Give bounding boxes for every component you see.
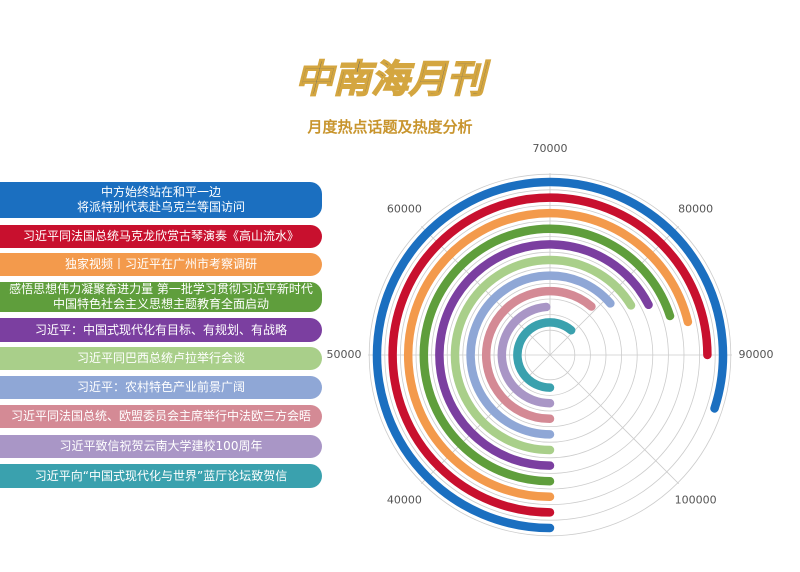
- bar: [388, 193, 712, 517]
- legend-item: 习近平同巴西总统卢拉举行会谈: [0, 347, 322, 370]
- tick-label: 40000: [387, 494, 422, 507]
- bar: [419, 224, 675, 486]
- tick-label: 100000: [675, 494, 717, 507]
- legend-item: 习近平同法国总统、欧盟委员会主席举行中法欧三方会晤: [0, 405, 322, 428]
- tick-label: 80000: [678, 202, 713, 215]
- chart-title: 中南海月刊: [295, 57, 491, 101]
- bar: [450, 255, 636, 455]
- bar: [513, 318, 576, 392]
- chart-subtitle: 月度热点话题及热度分析: [306, 118, 472, 136]
- bar: [481, 286, 596, 424]
- tick-label: 90000: [739, 348, 774, 361]
- bar: [466, 271, 615, 439]
- legend-item: 习近平：中国式现代化有目标、有规划、有战略: [0, 318, 322, 342]
- bar: [372, 177, 728, 533]
- grid-line: [549, 354, 679, 484]
- tick-label: 50000: [327, 348, 362, 361]
- legend-item: 习近平致信祝贺云南大学建校100周年: [0, 435, 322, 458]
- tick-label: 60000: [387, 202, 422, 215]
- tick-label: 70000: [533, 142, 568, 155]
- bar: [435, 240, 653, 470]
- bar: [497, 302, 555, 408]
- legend-item: 习近平同法国总统马克龙欣赏古琴演奏《高山流水》: [0, 225, 322, 248]
- legend-item: 习近平：农村特色产业前景广阔: [0, 376, 322, 399]
- legend-item: 感悟思想伟力凝聚奋进力量 第一批学习贯彻习近平新时代 中国特色社会主义思想主题教…: [0, 282, 322, 312]
- bar: [404, 208, 693, 502]
- legend-item: 习近平向“中国式现代化与世界”蓝厅论坛致贺信: [0, 464, 322, 488]
- legend-item: 独家视频丨习近平在广州市考察调研: [0, 253, 322, 276]
- legend-item: 中方始终站在和平一边 将派特别代表赴乌克兰等国访问: [0, 182, 322, 218]
